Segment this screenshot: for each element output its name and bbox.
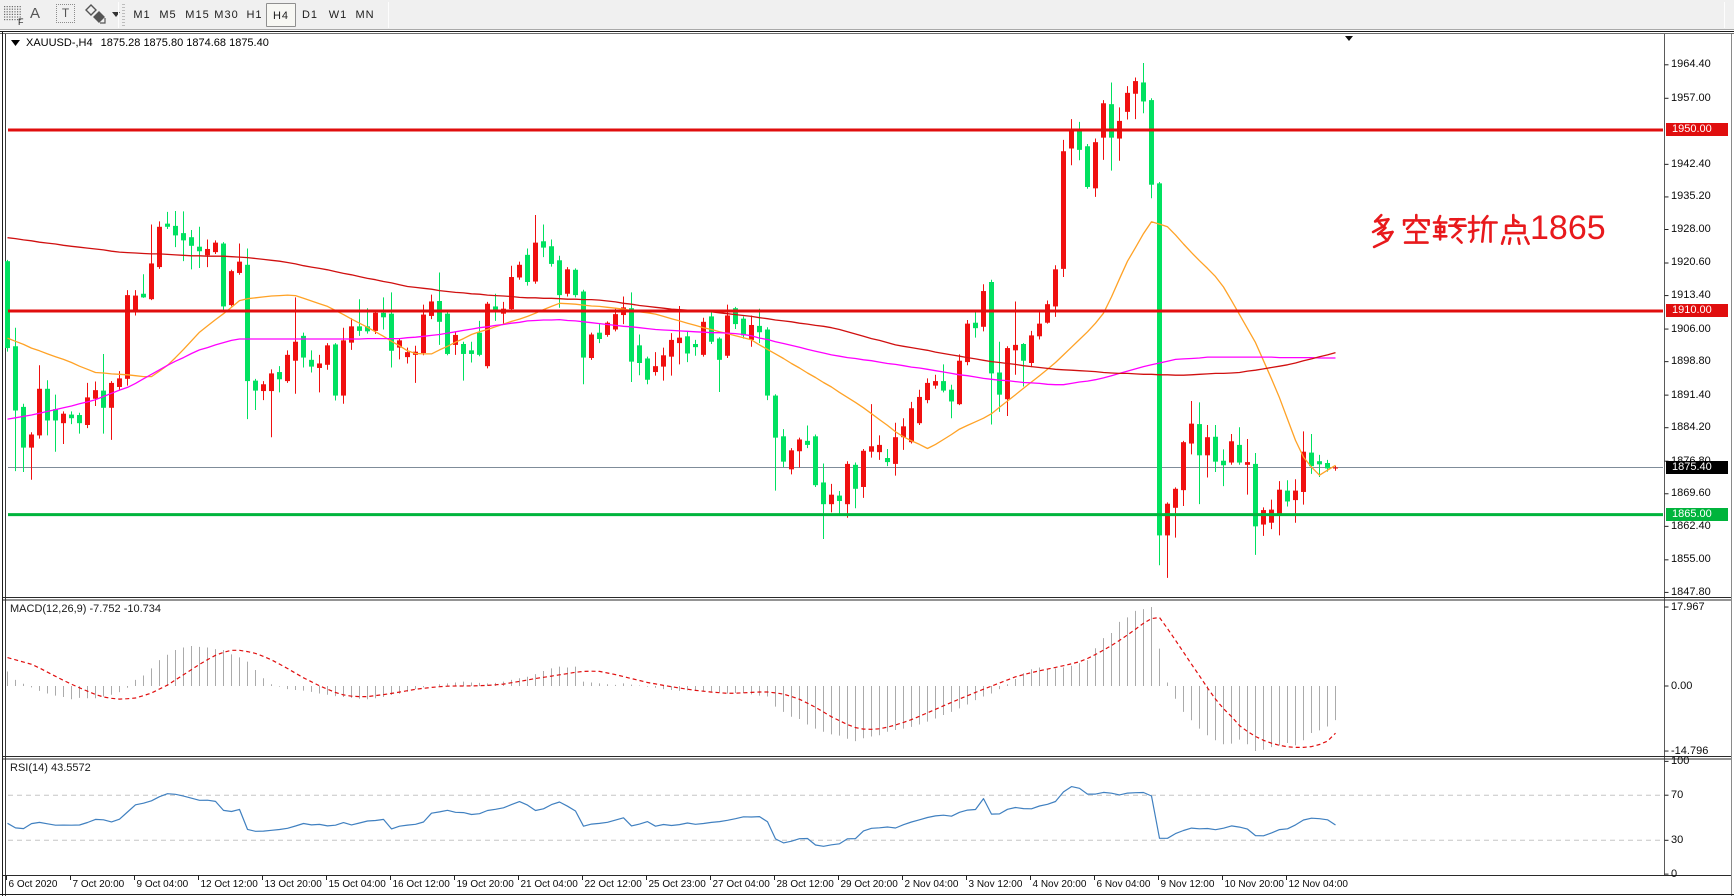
annotation-number: 1865: [1530, 209, 1606, 247]
time-axis-label[interactable]: 12 Nov 04:00: [1288, 879, 1349, 890]
time-axis-label[interactable]: 2 Nov 04:00: [904, 879, 959, 890]
timeframe-button-H4[interactable]: H4: [266, 3, 296, 27]
price-axis-label: 1964.40: [1671, 58, 1711, 71]
timeframe-button-D1[interactable]: D1: [301, 9, 319, 21]
time-axis-label[interactable]: 28 Oct 12:00: [776, 879, 834, 890]
price-badge-1865.00: 1865.00: [1666, 508, 1728, 522]
toolbar: F A T M1 M5 M15 M30 H1 H4 D1 W1 MN: [0, 0, 1734, 30]
price-axis-label: 1928.00: [1671, 223, 1711, 235]
price-axis-label: 1906.00: [1671, 322, 1711, 335]
toolbar-drag-handle[interactable]: [122, 4, 125, 26]
time-axis-label[interactable]: 12 Oct 12:00: [200, 879, 258, 890]
candles-layer: [5, 62, 1338, 578]
time-axis-label[interactable]: 16 Oct 12:00: [392, 879, 450, 890]
time-axis-label[interactable]: 13 Oct 20:00: [264, 879, 322, 890]
price-axis-label: 1884.20: [1671, 421, 1711, 434]
price-axis-label: 1869.60: [1671, 487, 1711, 500]
toolbar-separator-2: [388, 2, 389, 28]
time-axis-label[interactable]: 7 Oct 20:00: [72, 879, 125, 890]
price-axis-label: 1891.40: [1671, 388, 1711, 401]
time-axis-label[interactable]: 21 Oct 04:00: [520, 879, 578, 890]
text-box-tool-icon[interactable]: T: [56, 4, 75, 23]
time-axis-label[interactable]: 15 Oct 04:00: [328, 879, 386, 890]
time-axis-label[interactable]: 27 Oct 04:00: [712, 879, 770, 890]
toolbar-separator-3: [1724, 2, 1725, 28]
svg-text:F: F: [18, 17, 24, 26]
time-axis-label[interactable]: 22 Oct 12:00: [584, 879, 642, 890]
timeframe-button-H1[interactable]: H1: [246, 9, 263, 21]
time-axis-label[interactable]: 9 Oct 04:00: [136, 879, 189, 890]
price-axis-label: 1935.20: [1671, 190, 1711, 203]
macd-axis-min: -14.796: [1671, 744, 1709, 757]
timeframe-button-M5[interactable]: M5: [159, 9, 177, 21]
timeframe-button-M1[interactable]: M1: [133, 9, 151, 21]
toolbar-separator: [118, 2, 119, 28]
rsi-panel: [7, 785, 1663, 847]
rsi-axis-label: 30: [1671, 833, 1684, 846]
macd-label: MACD(12,26,9) -7.752 -10.734: [10, 603, 162, 615]
price-axis-label: 1942.40: [1671, 157, 1711, 170]
rsi-axis-label: 70: [1671, 788, 1684, 801]
macd-axis-zero: 0.00: [1671, 679, 1693, 692]
timeframe-button-W1[interactable]: W1: [328, 9, 348, 21]
price-axis-label: 1957.00: [1671, 91, 1711, 104]
time-axis-label[interactable]: 3 Nov 12:00: [968, 879, 1023, 890]
shapes-tool-icon[interactable]: [84, 4, 108, 26]
price-axis-label: 1847.80: [1671, 585, 1711, 598]
price-axis-label: 1913.40: [1671, 289, 1711, 302]
crosshair-grid-icon[interactable]: F: [3, 4, 25, 26]
rsi-axis-label: 100: [1671, 754, 1690, 767]
price-axis-label: 1862.40: [1671, 519, 1711, 532]
time-axis-label[interactable]: 6 Oct 2020: [8, 879, 58, 890]
price-axis-label: 1920.60: [1671, 256, 1711, 269]
moving-averages: [7, 221, 1336, 476]
frame-lines: [0, 31, 1734, 896]
macd-panel: [7, 607, 1336, 752]
time-axis-label[interactable]: 19 Oct 20:00: [456, 879, 514, 890]
time-axis-label[interactable]: 9 Nov 12:00: [1160, 879, 1215, 890]
price-axis-label: 1898.80: [1671, 355, 1711, 368]
price-badge-1875.40: 1875.40: [1666, 461, 1728, 475]
symbol-collapse-arrow-icon[interactable]: [11, 39, 23, 49]
macd-axis-max: 17.967: [1671, 600, 1705, 613]
time-axis-label[interactable]: 4 Nov 20:00: [1032, 879, 1087, 890]
chart-frame: [0, 31, 1734, 896]
timeframe-button-M30[interactable]: M30: [214, 9, 239, 21]
timeframe-button-MN[interactable]: MN: [355, 9, 375, 21]
price-axis-label: 1855.00: [1671, 553, 1711, 566]
time-axis-label[interactable]: 6 Nov 04:00: [1096, 879, 1151, 890]
time-axis-label[interactable]: 10 Nov 20:00: [1224, 879, 1285, 890]
price-badge-1950.00: 1950.00: [1666, 123, 1728, 137]
axis-ticks: [6, 64, 1669, 880]
chart-shift-marker[interactable]: [1345, 36, 1353, 41]
time-axis-label[interactable]: 25 Oct 23:00: [648, 879, 706, 890]
rsi-label: RSI(14) 43.5572: [10, 762, 91, 774]
symbol-name[interactable]: XAUUSD-,H4: [26, 37, 93, 49]
level-lines: [8, 128, 1663, 517]
text-tool-a-icon[interactable]: A: [30, 5, 41, 22]
price-badge-1910.00: 1910.00: [1666, 304, 1728, 318]
time-axis-label[interactable]: 29 Oct 20:00: [840, 879, 898, 890]
annotation-cjk-glyphs: [1371, 213, 1530, 249]
ohlc-values: 1875.28 1875.80 1874.68 1875.40: [100, 37, 269, 49]
rsi-axis-label: 0: [1671, 867, 1678, 880]
timeframe-button-M15[interactable]: M15: [185, 9, 210, 21]
symbol-title: XAUUSD-,H4 1875.28 1875.80 1874.68 1875.4…: [26, 37, 269, 49]
